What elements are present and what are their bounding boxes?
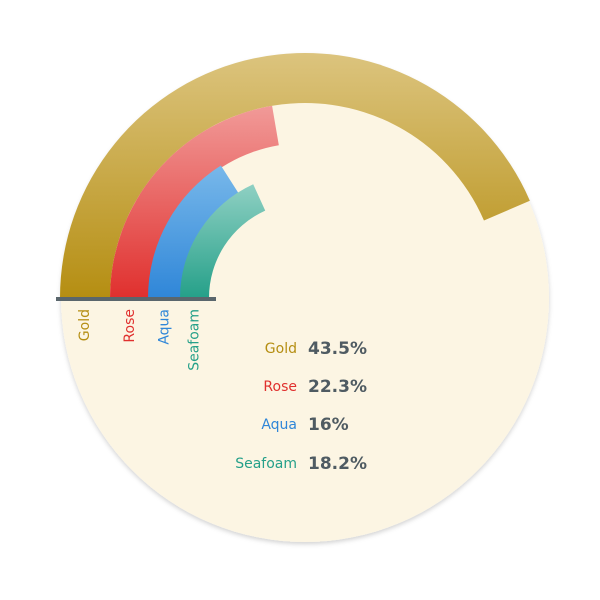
legend-name-seafoam: Seafoam: [235, 456, 297, 472]
category-labels: Gold Rose Aqua Seafoam: [77, 309, 203, 371]
legend-value-rose: 22.3%: [308, 377, 367, 397]
bar-seafoam: [180, 184, 266, 298]
bar-rose: [110, 105, 279, 298]
bar-aqua: [148, 165, 239, 298]
legend-name-rose: Rose: [263, 379, 297, 395]
category-label-rose: Rose: [122, 309, 138, 343]
legend-name-aqua: Aqua: [261, 417, 297, 433]
legend-value-gold: 43.5%: [308, 339, 367, 359]
category-label-seafoam: Seafoam: [187, 309, 203, 371]
bar-gold: [60, 53, 530, 299]
category-label-aqua: Aqua: [157, 309, 173, 345]
category-label-gold: Gold: [77, 309, 93, 341]
legend-value-seafoam: 18.2%: [308, 454, 367, 474]
legend-value-aqua: 16%: [308, 415, 349, 435]
bars-group: [60, 53, 530, 299]
legend: Gold 43.5% Rose 22.3% Aqua 16% Seafoam 18.2%: [235, 339, 367, 474]
legend-name-gold: Gold: [265, 341, 297, 357]
